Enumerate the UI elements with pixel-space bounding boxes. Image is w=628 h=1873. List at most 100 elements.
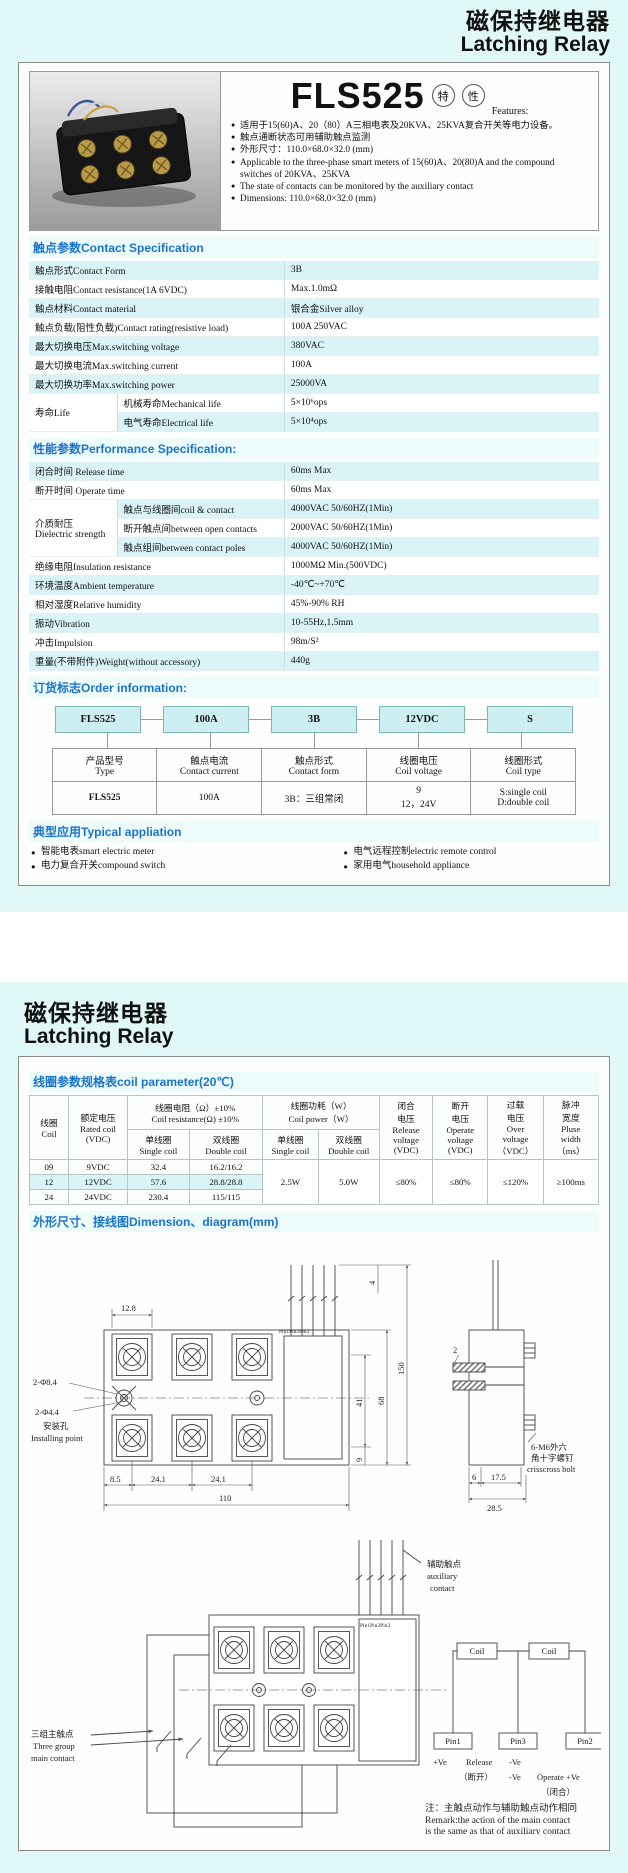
dimension-diagram: Pin1Pin2Pin3 12.8 2-Φ8 bbox=[29, 1235, 605, 1840]
front-pins-label: Pin1Pin2Pin3 bbox=[279, 1329, 310, 1335]
coil-box-1-label: Coil bbox=[470, 1646, 485, 1656]
table-row: 电气寿命Electrical life 5×10⁴ops bbox=[29, 412, 599, 432]
dim-2: 2 bbox=[453, 1345, 457, 1355]
order-box-model: FLS525 bbox=[55, 705, 141, 733]
performance-title: 性能参数Performance Specification: bbox=[29, 437, 599, 459]
bolt-label-2: 角十字螺钉 bbox=[531, 1453, 574, 1463]
pin3-box-label: Pin3 bbox=[510, 1736, 526, 1746]
aux-contact-label-en1: auxiliary bbox=[427, 1571, 458, 1581]
topview-pins-label: Pin1Pin2Pin3 bbox=[360, 1623, 391, 1629]
app-item: 电气远程控制electric remote control bbox=[343, 845, 599, 859]
order-code-boxes: FLS525 100A 3B 12VDC S bbox=[55, 705, 573, 733]
coil-parameter-table: 线圈 Coil 额定电压 Rated coil (VDC) 线圈电阻（Ω）±10… bbox=[29, 1094, 600, 1205]
table-row: 冲击Impulsion 98m/S² bbox=[29, 632, 599, 652]
order-header-row: 产品型号 Type 触点电流 Contact current 触点形式 Cont… bbox=[51, 747, 577, 782]
typical-app-list: 智能电表smart electric meter 电力复合开关compound … bbox=[31, 845, 599, 874]
page-title-zh: 磁保持继电器 bbox=[466, 8, 610, 34]
technical-drawing: Pin1Pin2Pin3 12.8 2-Φ8 bbox=[31, 1259, 605, 1837]
feature-item: The state of contacts can be monitored b… bbox=[231, 181, 588, 193]
dimension-title: 外形尺寸、接线图Dimension、diagram(mm) bbox=[29, 1210, 599, 1232]
table-row: 绝缘电阻Insulation resistance 1000MΩ Min.(500… bbox=[29, 556, 599, 576]
table-row: 触点负载(阻性负载)Contact rating(resistive load)… bbox=[29, 317, 599, 337]
table-row: 最大切换电压Max.switching voltage 380VAC bbox=[29, 336, 599, 356]
dim-41: 41 bbox=[354, 1398, 364, 1407]
installing-point-zh: 安装孔 bbox=[43, 1421, 69, 1431]
release-label-zh: （断开） bbox=[459, 1772, 493, 1782]
table-row: 环境温度Ambient temperature -40℃~+70℃ bbox=[29, 575, 599, 595]
operate-label-zh: （闭合） bbox=[541, 1787, 575, 1797]
page1-header: 磁保持继电器 Latching Relay bbox=[0, 0, 628, 60]
remark-line-3: is the same as that of auxiliary contact bbox=[425, 1826, 571, 1835]
features-list: 适用于15(60)A、20（80）A三相电表及20KVA、25KVA复合开关等电… bbox=[231, 120, 588, 206]
table-row: 闭合时间 Release time 60ms Max bbox=[29, 461, 599, 481]
dim-8-5: 8.5 bbox=[110, 1474, 121, 1484]
dim-24-1: 24.1 bbox=[151, 1474, 166, 1484]
model-row: FLS525 特 性 Features: bbox=[231, 75, 588, 117]
feature-item: 触点通断状态可用辅助触点监测 bbox=[231, 132, 588, 144]
table-row: 相对湿度Relative humidity 45%-90% RH bbox=[29, 594, 599, 614]
release-label: Release bbox=[466, 1757, 493, 1767]
order-table: 产品型号 Type 触点电流 Contact current 触点形式 Cont… bbox=[51, 747, 577, 815]
remark-line-2: Remark:the action of the main contact bbox=[425, 1815, 571, 1826]
coil-header-row-1: 线圈 Coil 额定电压 Rated coil (VDC) 线圈电阻（Ω）±10… bbox=[29, 1094, 600, 1160]
datasheet-page-1: 磁保持继电器 Latching Relay bbox=[0, 0, 628, 913]
contact-spec-title: 触点参数Contact Specification bbox=[29, 236, 599, 258]
order-info-title: 订货标志Order information: bbox=[29, 676, 599, 698]
app-item: 智能电表smart electric meter bbox=[31, 845, 343, 859]
datasheet-card-2: 线圈参数规格表coil parameter(20℃) 线圈 Coil 额定电压 … bbox=[18, 1055, 610, 1851]
table-row: 接触电阻Contact resistance(1A 6VDC) Max.1.0mΩ bbox=[29, 279, 599, 299]
side-view bbox=[452, 1259, 536, 1466]
aux-contact-label-en2: contact bbox=[430, 1583, 455, 1593]
feature-item: Dimensions: 110.0×68.0×32.0 (mm) bbox=[231, 193, 588, 205]
order-box-form: 3B bbox=[271, 705, 357, 733]
table-row: 断开时间 Operate time 60ms Max bbox=[29, 480, 599, 500]
features-label: Features: bbox=[491, 105, 529, 117]
bolt-label-1: 6-M6外六 bbox=[531, 1442, 567, 1452]
side-dim-lines bbox=[452, 1354, 537, 1503]
order-box-voltage: 12VDC bbox=[379, 705, 465, 733]
coil-data-row: 24 24VDC 230.4 115/115 bbox=[29, 1188, 599, 1205]
coil-header-row-2: 单线圈 Single coil 双线圈 Double coil 单线圈 Sing… bbox=[30, 1128, 599, 1160]
table-row: 最大切换电流Max.switching current 100A bbox=[29, 355, 599, 375]
pin3-polarity-1: -Ve bbox=[509, 1757, 521, 1767]
pin1-box-label: Pin1 bbox=[445, 1736, 461, 1746]
table-row: 触点组间between contact poles 4000VAC 50/60HZ… bbox=[29, 537, 599, 557]
pin2-box-label: Pin2 bbox=[577, 1736, 593, 1746]
feature-item: 外形尺寸：110.0×68.0×32.0 (mm) bbox=[231, 144, 588, 156]
front-view bbox=[84, 1264, 369, 1466]
page-gap bbox=[0, 912, 628, 983]
dim-68: 68 bbox=[376, 1396, 386, 1405]
bolt-label-3: crisscross bolt bbox=[527, 1464, 576, 1474]
main-contact-label-zh: 三组主触点 bbox=[31, 1729, 74, 1739]
datasheet-card-1: FLS525 特 性 Features: 适用于15(60)A、20（80）A三… bbox=[18, 61, 610, 887]
dim-150: 150 bbox=[396, 1362, 406, 1375]
aux-contact-label-zh: 辅助触点 bbox=[427, 1559, 462, 1569]
order-value-row: FLS525 100A 3B：三组常闭 9 12，24V S:single co… bbox=[51, 780, 577, 815]
table-row: 重量(不带附件)Weight(without accessory) 440g bbox=[29, 651, 599, 671]
order-connectors bbox=[55, 732, 573, 748]
product-intro-block: FLS525 特 性 Features: 适用于15(60)A、20（80）A三… bbox=[29, 70, 599, 231]
operate-label: Operate +Ve bbox=[537, 1772, 580, 1782]
front-dim-lines bbox=[68, 1264, 411, 1511]
pin1-polarity: +Ve bbox=[433, 1757, 447, 1767]
features-panel: FLS525 特 性 Features: 适用于15(60)A、20（80）A三… bbox=[221, 72, 598, 230]
page2-header: 磁保持继电器 Latching Relay bbox=[0, 982, 628, 1054]
page-title-en: Latching Relay bbox=[24, 1025, 174, 1049]
table-row: 介质耐压 Dielectric strength 触点与线圈间coil & con… bbox=[29, 499, 599, 557]
dim-4: 4 bbox=[367, 1280, 377, 1285]
product-photo bbox=[30, 71, 221, 230]
connector-line bbox=[357, 718, 379, 720]
order-box-current: 100A bbox=[163, 705, 249, 733]
performance-table: 闭合时间 Release time 60ms Max 断开时间 Operate t… bbox=[29, 461, 599, 671]
table-row: 最大切换功率Max.switching power 25000VA bbox=[29, 374, 599, 394]
dim-28-5: 28.5 bbox=[487, 1503, 502, 1513]
dim-17-5: 17.5 bbox=[491, 1472, 506, 1482]
main-contact-label-en1: Three group bbox=[33, 1741, 75, 1751]
connector-line bbox=[249, 718, 271, 720]
table-row: 寿命Life 机械寿命Mechanical life 5×10⁶ops bbox=[29, 393, 599, 432]
pin3-polarity-2: -Ve bbox=[509, 1772, 521, 1782]
table-row: 振动Vibration 10-55Hz,1.5mm bbox=[29, 613, 599, 633]
dim-phi-8-4: 2-Φ8.4 bbox=[33, 1377, 58, 1387]
page-title-zh: 磁保持继电器 bbox=[24, 1000, 168, 1027]
table-row: 触点形式Contact Form 3B bbox=[29, 260, 599, 280]
